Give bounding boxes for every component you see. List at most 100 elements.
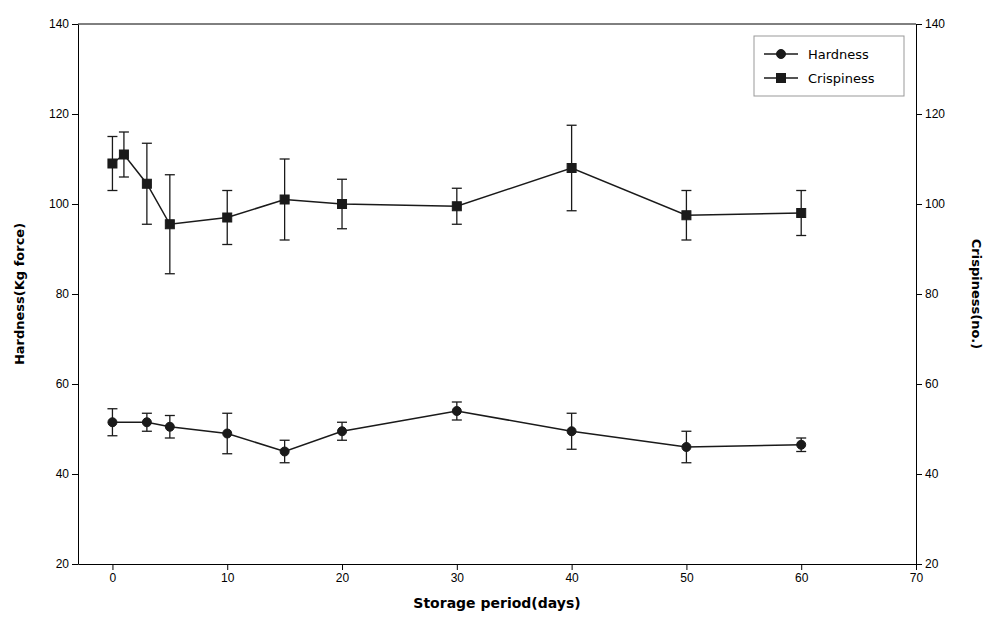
error-bar-cap <box>142 224 152 225</box>
error-bar-cap <box>165 273 175 274</box>
error-bar <box>119 132 129 177</box>
error-bar-cap <box>142 431 152 432</box>
tick-mark <box>72 204 78 205</box>
tick-mark <box>72 474 78 475</box>
y-axis: 20 40 60 80 100 120 140 <box>49 17 79 571</box>
error-bar-cap <box>280 440 290 441</box>
tick: 20 <box>916 557 939 571</box>
tick-label: 140 <box>925 17 945 31</box>
tick-mark <box>686 564 687 570</box>
error-bar <box>681 431 691 463</box>
error-bar-cap <box>567 449 577 450</box>
error-bar-cap <box>337 228 347 229</box>
tick-label: 80 <box>925 287 939 301</box>
error-bar <box>280 440 290 463</box>
error-bar-cap <box>119 131 129 132</box>
frame <box>78 24 916 25</box>
tick-label: 100 <box>925 197 945 211</box>
tick-mark <box>916 294 922 295</box>
point <box>567 164 576 173</box>
plot-area <box>107 125 806 463</box>
error-bar <box>796 191 806 236</box>
tick-label: 40 <box>565 571 579 585</box>
point <box>797 209 806 218</box>
error-bar-cap <box>222 453 232 454</box>
error-bar-cap <box>142 413 152 414</box>
axis-line <box>79 564 917 565</box>
error-bar <box>452 402 462 420</box>
y2-axis-title: Crispiness(no.) <box>969 239 984 349</box>
error-bar-cap <box>119 176 129 177</box>
error-bar-cap <box>452 224 462 225</box>
point <box>108 418 117 427</box>
point <box>280 195 289 204</box>
point <box>223 213 232 222</box>
error-bar-cap <box>142 143 152 144</box>
tick-label: 20 <box>925 557 939 571</box>
tick-label: 40 <box>925 467 939 481</box>
tick-mark <box>572 564 573 570</box>
legend-marker <box>777 74 786 83</box>
point <box>108 159 117 168</box>
point <box>223 429 232 438</box>
error-bar-cap <box>796 451 806 452</box>
tick: 50 <box>680 564 694 585</box>
error-bar-cap <box>567 413 577 414</box>
point <box>338 427 347 436</box>
tick-mark <box>916 384 922 385</box>
legend-item: Crispiness <box>764 71 875 86</box>
error-bar-cap <box>165 415 175 416</box>
error-bar <box>165 175 175 274</box>
error-bar-cap <box>165 437 175 438</box>
tick: 10 <box>221 564 235 585</box>
tick-mark <box>916 114 922 115</box>
error-bar-cap <box>681 431 691 432</box>
x-axis-title: Storage period(days) <box>413 595 580 611</box>
y-axis-title: Hardness(Kg force) <box>12 223 27 365</box>
point <box>567 427 576 436</box>
point <box>338 200 347 209</box>
error-bar-cap <box>222 413 232 414</box>
error-bar <box>222 413 232 454</box>
y2-axis: 20406080100120140 <box>916 17 945 571</box>
tick-mark <box>801 564 802 570</box>
tick-mark <box>916 24 922 25</box>
error-bar <box>337 179 347 229</box>
tick-mark <box>72 294 78 295</box>
tick: 40 <box>56 467 78 481</box>
tick-label: 40 <box>56 467 70 481</box>
tick: 40 <box>565 564 579 585</box>
tick-mark <box>72 114 78 115</box>
error-bar <box>452 188 462 224</box>
tick-mark <box>227 564 228 570</box>
tick-label: 60 <box>925 377 939 391</box>
tick-mark <box>72 24 78 25</box>
error-bar <box>107 409 117 436</box>
tick-label: 30 <box>451 571 465 585</box>
tick-label: 10 <box>221 571 235 585</box>
x-axis: 010203040506070 <box>79 564 924 585</box>
tick: 80 <box>56 287 78 301</box>
tick-label: 60 <box>56 377 70 391</box>
tick-label: 20 <box>56 557 70 571</box>
series <box>107 402 806 463</box>
line <box>112 155 801 225</box>
tick-label: 120 <box>49 107 69 121</box>
error-bar <box>107 137 117 191</box>
tick: 120 <box>49 107 78 121</box>
legend-marker <box>777 50 786 59</box>
point <box>165 220 174 229</box>
point <box>165 422 174 431</box>
tick-label: 100 <box>49 197 69 211</box>
tick-mark <box>916 564 922 565</box>
error-bar <box>796 438 806 452</box>
point <box>452 407 461 416</box>
tick-label: 140 <box>49 17 69 31</box>
error-bar <box>280 159 290 240</box>
legend-label: Hardness <box>808 47 869 62</box>
point <box>280 447 289 456</box>
error-bar-cap <box>280 158 290 159</box>
tick-mark <box>72 564 78 565</box>
tick-label: 80 <box>56 287 70 301</box>
chart: 0102030405060702040608010012014020406080… <box>0 0 994 626</box>
